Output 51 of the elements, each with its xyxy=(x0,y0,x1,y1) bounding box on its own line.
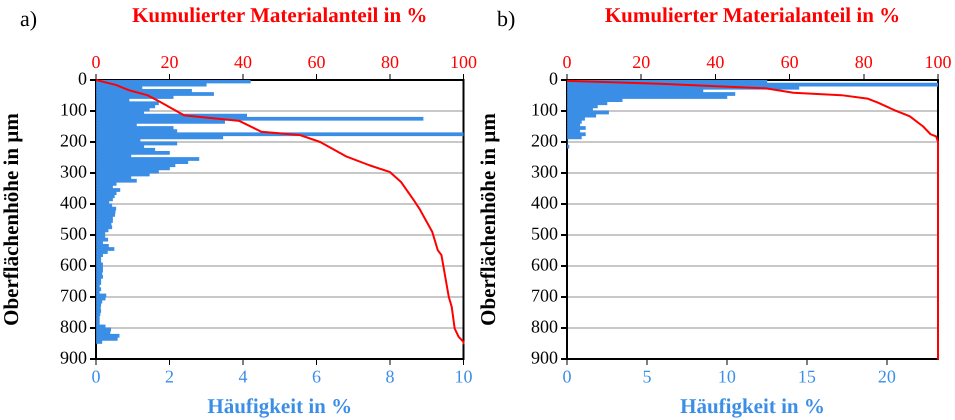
chart-title: b) xyxy=(497,6,516,32)
x-tick-label: 10 xyxy=(718,366,736,387)
y-tick-label: 500 xyxy=(531,224,558,244)
y-axis-title: Oberflächenhöhe in µm xyxy=(0,112,24,326)
y-tick-label: 600 xyxy=(531,254,558,275)
x-axis-title: Häufigkeit in % xyxy=(680,394,825,418)
x-tick-label: 4 xyxy=(238,366,248,387)
x-tick-label: 15 xyxy=(798,366,816,387)
x-tick-label: 2 xyxy=(165,366,174,387)
x2-tick-label: 60 xyxy=(780,52,799,72)
y-tick-label: 200 xyxy=(531,130,558,151)
y-tick-label: 400 xyxy=(60,192,87,213)
x2-tick-label: 80 xyxy=(381,52,399,72)
x2-tick-label: 20 xyxy=(160,52,178,72)
x-tick-label: 5 xyxy=(642,366,652,387)
y-tick-label: 700 xyxy=(531,286,558,306)
x2-tick-label: 40 xyxy=(706,52,724,72)
y-tick-label: 500 xyxy=(60,224,87,244)
y-tick-label: 600 xyxy=(60,254,87,275)
chart-title: a) xyxy=(20,6,38,32)
y-tick-label: 0 xyxy=(78,68,87,89)
x2-axis-title: Kumulierter Materialanteil in % xyxy=(132,3,428,28)
x2-tick-label: 20 xyxy=(632,52,650,72)
x2-tick-label: 60 xyxy=(308,52,326,72)
y-axis-title: Oberflächenhöhe in µm xyxy=(476,112,500,326)
x2-tick-label: 80 xyxy=(854,52,873,72)
x2-tick-label: 0 xyxy=(92,52,100,72)
y-tick-label: 200 xyxy=(60,130,87,151)
x-tick-label: 6 xyxy=(312,366,321,387)
y-tick-label: 300 xyxy=(60,162,87,182)
y-tick-label: 0 xyxy=(549,68,558,89)
x2-tick-label: 100 xyxy=(450,52,477,72)
x-tick-label: 8 xyxy=(386,366,394,387)
y-tick-label: 300 xyxy=(531,162,558,182)
y-tick-label: 400 xyxy=(531,192,558,213)
x2-tick-label: 100 xyxy=(924,52,952,72)
x2-tick-label: 0 xyxy=(562,52,572,72)
x-tick-label: 0 xyxy=(562,366,572,387)
y-tick-label: 900 xyxy=(60,348,87,368)
y-tick-label: 700 xyxy=(60,286,87,306)
x-tick-label: 10 xyxy=(454,366,472,387)
x-axis-title: Häufigkeit in % xyxy=(207,394,352,418)
x2-tick-label: 40 xyxy=(234,52,252,72)
y-tick-label: 800 xyxy=(531,316,558,337)
y-tick-label: 100 xyxy=(531,100,558,120)
x2-axis-title: Kumulierter Materialanteil in % xyxy=(604,3,900,28)
y-tick-label: 100 xyxy=(60,100,87,120)
y-tick-label: 900 xyxy=(531,348,558,368)
y-tick-label: 800 xyxy=(60,316,87,337)
x-tick-label: 0 xyxy=(92,366,100,387)
x-tick-label: 20 xyxy=(878,366,896,387)
